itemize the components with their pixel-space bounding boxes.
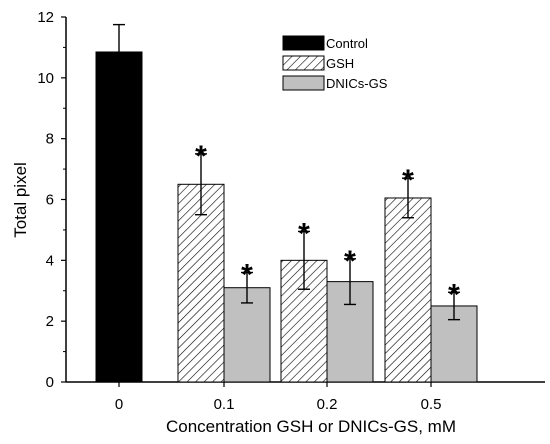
legend-swatch-dnics-gs [282, 75, 325, 91]
y-tick-label: 6 [46, 192, 54, 209]
x-tick-label: 0.1 [214, 396, 235, 413]
significance-marker: * [344, 245, 356, 278]
legend-label-gsh: GSH [326, 56, 354, 71]
bar-gsh-0.5 [384, 197, 432, 383]
y-axis-title: Total pixel [11, 162, 30, 238]
legend: Control GSH DNICs-GS [282, 35, 388, 91]
x-tick-label: 0.5 [421, 396, 442, 413]
x-tick-label: 0.2 [317, 396, 338, 413]
significance-marker: * [241, 259, 253, 292]
bar-gsh-0.2 [280, 259, 328, 383]
y-tick-label: 0 [46, 374, 54, 391]
y-tick-label: 2 [46, 313, 54, 330]
significance-marker: * [448, 278, 460, 311]
significance-marker: * [402, 164, 414, 197]
bar-control-0 [95, 51, 143, 383]
y-tick-label: 8 [46, 131, 54, 148]
y-tick-label: 12 [37, 9, 54, 26]
legend-swatch-control [282, 35, 325, 51]
significance-marker: * [298, 217, 310, 250]
legend-swatch-gsh [282, 55, 325, 71]
legend-label-control: Control [326, 36, 368, 51]
legend-label-dnics-gs: DNICs-GS [326, 76, 388, 91]
y-tick-label: 10 [37, 70, 54, 87]
y-tick-label: 4 [46, 252, 54, 269]
x-tick-label: 0 [115, 396, 123, 413]
significance-marker: * [195, 140, 207, 173]
x-axis-title: Concentration GSH or DNICs-GS, mM [166, 417, 456, 436]
